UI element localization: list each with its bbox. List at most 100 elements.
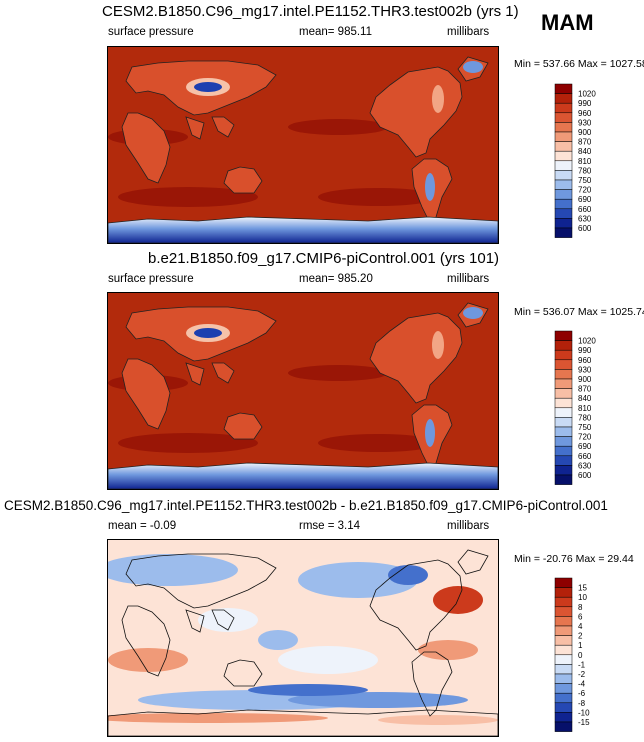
colorbar-swatch [554, 349, 573, 361]
panel-1-colorbar: 1020 990 960 930 900 870 840 810 780 750 720 690 660… [554, 83, 615, 240]
colorbar-tick-label: -1 [578, 660, 586, 669]
panel-1-mean-label: mean= 985.11 [299, 26, 372, 38]
colorbar-swatch [554, 131, 573, 142]
colorbar-swatch [554, 102, 573, 114]
colorbar-tick-label: 780 [578, 166, 592, 175]
colorbar-tick-label: 810 [578, 404, 592, 413]
colorbar-swatch [554, 664, 573, 675]
season-label: MAM [541, 10, 594, 35]
colorbar-swatch [554, 198, 573, 210]
panel-2-map [107, 292, 499, 490]
panel-2-units-label: millibars [447, 273, 490, 285]
colorbar-tick-label: 15 [578, 584, 587, 593]
colorbar-tick-label: 0 [578, 651, 583, 660]
map-svg [108, 47, 498, 243]
colorbar-swatch [554, 587, 573, 598]
colorbar-tick-label: 1020 [578, 337, 596, 346]
panel-2-colorbar: 1020 990 960 930 900 870 840 810 780 750 720 690 660… [554, 330, 615, 487]
colorbar-swatch [554, 378, 573, 389]
colorbar-swatch [554, 359, 573, 370]
colorbar-swatch [554, 635, 573, 646]
panel-2-title: b.e21.B1850.f09_g17.CMIP6-piControl.001 … [148, 250, 500, 267]
panel-1-units-label: millibars [447, 26, 490, 38]
colorbar-swatch [554, 474, 573, 485]
colorbar-swatch [554, 170, 573, 181]
colorbar-swatch [554, 606, 573, 617]
colorbar-swatch [554, 83, 573, 94]
colorbar-tick-label: 630 [578, 214, 592, 223]
colorbar-tick-label: 690 [578, 442, 592, 451]
colorbar-swatch [554, 445, 573, 457]
colorbar-tick-label: 600 [578, 471, 592, 480]
panel-3-units-label: millibars [447, 520, 490, 532]
colorbar-swatch [554, 160, 573, 171]
colorbar-swatch [554, 721, 573, 732]
colorbar-swatch [554, 683, 573, 694]
colorbar-swatch [554, 340, 573, 351]
colorbar-swatch [554, 596, 573, 608]
colorbar-swatch [554, 577, 573, 588]
colorbar-swatch [554, 625, 573, 636]
colorbar-tick-label: 660 [578, 205, 592, 214]
colorbar-swatch [554, 654, 573, 665]
colorbar-tick-label: 900 [578, 375, 592, 384]
colorbar-tick-label: -15 [578, 718, 590, 727]
panel-3-colorbar: 15 10 8 6 4 2 1 0 -1 -2 -4 -6 -8 -10 -15 [554, 577, 615, 734]
panel-3-rmse-label: rmse = 3.14 [299, 520, 361, 532]
panel-2-min-max: Min = 536.07 Max = 1025.74 [514, 306, 644, 318]
colorbar-swatch [554, 436, 573, 447]
colorbar-tick-label: 10 [578, 593, 587, 602]
colorbar-tick-label: 690 [578, 195, 592, 204]
colorbar-tick-label: 6 [578, 612, 583, 621]
panel-3-min-max: Min = -20.76 Max = 29.44 [514, 553, 634, 565]
colorbar-tick-label: 990 [578, 346, 592, 355]
colorbar-svg: 1020990960930900870840810780750720690660… [554, 330, 596, 485]
panel-2-variable-label: surface pressure [108, 273, 194, 285]
colorbar-swatch [554, 112, 573, 123]
colorbar-tick-label: -8 [578, 699, 586, 708]
colorbar-swatch [554, 93, 573, 104]
colorbar-tick-label: 960 [578, 109, 592, 118]
colorbar-swatch [554, 179, 573, 190]
colorbar-tick-label: 630 [578, 461, 592, 470]
colorbar-swatch [554, 150, 573, 162]
colorbar-tick-label: 870 [578, 138, 592, 147]
colorbar-swatch [554, 218, 573, 229]
colorbar-swatch [554, 417, 573, 428]
colorbar-tick-label: -6 [578, 689, 586, 698]
panel-1-min-max: Min = 537.66 Max = 1027.58 [514, 58, 644, 70]
colorbar-tick-label: 780 [578, 413, 592, 422]
colorbar-tick-label: 930 [578, 118, 592, 127]
colorbar-swatch [554, 692, 573, 704]
colorbar-swatch [554, 465, 573, 476]
colorbar-tick-label: 720 [578, 186, 592, 195]
colorbar-swatch [554, 426, 573, 437]
colorbar-swatch [554, 616, 573, 627]
colorbar-tick-label: 870 [578, 385, 592, 394]
panel-1-variable-label: surface pressure [108, 26, 194, 38]
colorbar-swatch [554, 330, 573, 341]
colorbar-tick-label: 930 [578, 365, 592, 374]
colorbar-swatch [554, 712, 573, 723]
colorbar-swatch [554, 189, 573, 200]
colorbar-tick-label: 750 [578, 176, 592, 185]
panel-1-title: CESM2.B1850.C96_mg17.intel.PE1152.THR3.t… [102, 3, 519, 20]
colorbar-tick-label: 810 [578, 157, 592, 166]
colorbar-swatch [554, 227, 573, 238]
colorbar-tick-label: 900 [578, 128, 592, 137]
panel-3-map [107, 539, 499, 737]
panel-1-map [107, 46, 499, 244]
panel-2-mean-label: mean= 985.20 [299, 273, 373, 285]
colorbar-tick-label: 750 [578, 423, 592, 432]
colorbar-swatch [554, 122, 573, 133]
colorbar-swatch [554, 702, 573, 713]
colorbar-svg: 1020990960930900870840810780750720690660… [554, 83, 596, 238]
colorbar-tick-label: -4 [578, 680, 586, 689]
colorbar-tick-label: 4 [578, 622, 583, 631]
colorbar-swatch [554, 369, 573, 380]
colorbar-tick-label: 840 [578, 394, 592, 403]
colorbar-swatch [554, 141, 573, 152]
colorbar-swatch [554, 397, 573, 409]
colorbar-swatch [554, 455, 573, 466]
